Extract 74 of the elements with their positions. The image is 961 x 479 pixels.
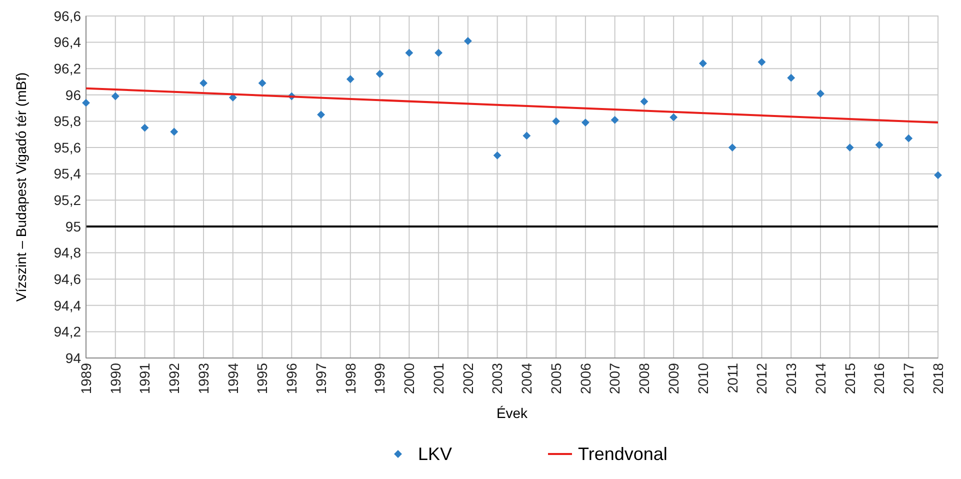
legend-label: Trendvonal bbox=[578, 444, 668, 464]
x-tick-label: 2015 bbox=[842, 362, 858, 394]
x-tick-label: 2005 bbox=[548, 362, 564, 394]
point bbox=[376, 70, 384, 78]
point bbox=[405, 48, 414, 57]
x-tick-label: 2006 bbox=[577, 362, 594, 394]
point bbox=[493, 151, 502, 160]
x-tick-label: 1999 bbox=[372, 362, 388, 394]
x-tick-label: 2010 bbox=[694, 362, 711, 394]
x-tick-label: 2007 bbox=[606, 362, 623, 394]
x-tick-label: 1995 bbox=[254, 362, 270, 394]
y-tick-label: 95,2 bbox=[54, 192, 82, 208]
point bbox=[170, 128, 178, 136]
y-tick-label: 96 bbox=[65, 86, 82, 103]
x-axis-title: Évek bbox=[496, 405, 529, 421]
point bbox=[670, 113, 678, 122]
x-tick-label: 2012 bbox=[754, 362, 770, 394]
x-tick-label: 1994 bbox=[224, 362, 241, 394]
y-tick-label: 96,2 bbox=[54, 60, 82, 77]
point bbox=[200, 79, 208, 88]
point bbox=[787, 74, 796, 82]
point bbox=[258, 79, 266, 88]
y-tick-label: 94,2 bbox=[54, 324, 82, 340]
y-tick-label: 96,6 bbox=[54, 8, 82, 24]
y-tick-label: 95,8 bbox=[54, 113, 82, 130]
y-tick-label: 95,4 bbox=[54, 166, 82, 182]
point bbox=[904, 134, 913, 142]
point bbox=[581, 118, 590, 127]
x-tick-label: 2003 bbox=[489, 362, 506, 394]
x-tick-label: 2009 bbox=[665, 362, 682, 394]
x-tick-label: 2000 bbox=[401, 362, 418, 394]
point bbox=[816, 90, 824, 98]
point bbox=[552, 117, 560, 126]
legend-label: LKV bbox=[418, 444, 452, 464]
point bbox=[82, 98, 90, 107]
point bbox=[758, 58, 766, 66]
point bbox=[610, 116, 619, 124]
y-tick-label: 94,4 bbox=[54, 297, 82, 314]
point bbox=[875, 140, 884, 149]
x-tick-label: 1997 bbox=[312, 362, 329, 394]
x-tick-label: 2001 bbox=[430, 362, 446, 394]
point bbox=[640, 98, 648, 106]
x-tick-label: 2014 bbox=[812, 362, 828, 394]
x-tick-label: 2004 bbox=[518, 362, 535, 394]
point bbox=[317, 110, 325, 119]
x-tick-label: 1998 bbox=[342, 362, 358, 394]
x-tick-label: 2017 bbox=[900, 362, 917, 394]
y-axis-title: Vízszint – Budapest Vigadó tér (mBf) bbox=[13, 72, 29, 302]
point bbox=[111, 92, 120, 100]
point bbox=[934, 171, 942, 180]
x-tick-label: 1992 bbox=[166, 362, 182, 394]
point bbox=[346, 75, 354, 84]
point bbox=[522, 132, 531, 140]
x-tick-label: 2013 bbox=[783, 362, 800, 394]
y-tick-label: 95 bbox=[65, 218, 82, 234]
point bbox=[464, 37, 472, 45]
x-tick-label: 2016 bbox=[871, 362, 888, 394]
point bbox=[140, 124, 149, 132]
x-tick-label: 1991 bbox=[136, 362, 153, 394]
point bbox=[728, 144, 736, 152]
x-tick-label: 2008 bbox=[636, 362, 652, 394]
x-tick-label: 1990 bbox=[107, 362, 124, 394]
x-tick-label: 1993 bbox=[195, 362, 212, 394]
point bbox=[699, 59, 707, 68]
x-tick-label: 1996 bbox=[284, 362, 300, 394]
point bbox=[846, 144, 854, 152]
point bbox=[434, 48, 443, 57]
x-tick-label: 2002 bbox=[460, 362, 476, 394]
y-tick-label: 96,4 bbox=[54, 34, 82, 50]
x-tick-label: 2018 bbox=[930, 362, 946, 394]
y-tick-label: 95,6 bbox=[54, 139, 82, 156]
y-tick-label: 94,8 bbox=[54, 244, 82, 261]
x-tick-label: 2011 bbox=[724, 362, 740, 394]
y-tick-label: 94,6 bbox=[54, 270, 82, 287]
